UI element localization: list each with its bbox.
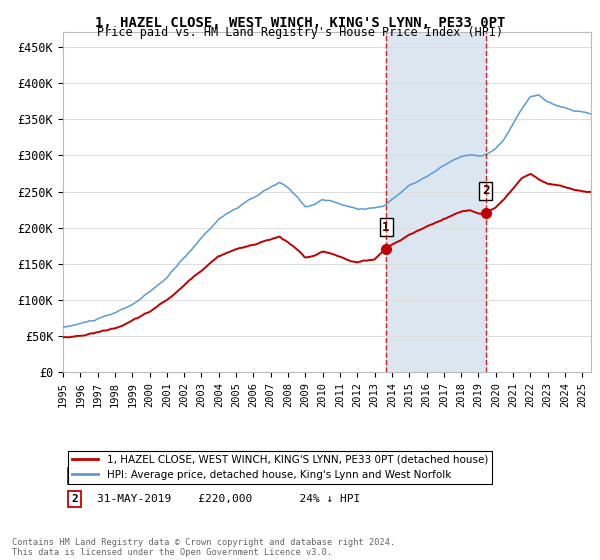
Text: 31-MAY-2019    £220,000       24% ↓ HPI: 31-MAY-2019 £220,000 24% ↓ HPI (97, 494, 361, 504)
Text: Contains HM Land Registry data © Crown copyright and database right 2024.
This d: Contains HM Land Registry data © Crown c… (12, 538, 395, 557)
Text: 1: 1 (71, 471, 78, 481)
Text: Price paid vs. HM Land Registry's House Price Index (HPI): Price paid vs. HM Land Registry's House … (97, 26, 503, 39)
Text: 30-AUG-2013    £170,000       19% ↓ HPI: 30-AUG-2013 £170,000 19% ↓ HPI (97, 471, 361, 481)
Text: 1, HAZEL CLOSE, WEST WINCH, KING'S LYNN, PE33 0PT: 1, HAZEL CLOSE, WEST WINCH, KING'S LYNN,… (95, 16, 505, 30)
Legend: 1, HAZEL CLOSE, WEST WINCH, KING'S LYNN, PE33 0PT (detached house), HPI: Average: 1, HAZEL CLOSE, WEST WINCH, KING'S LYNN,… (68, 451, 492, 484)
Text: 2: 2 (482, 184, 490, 197)
Text: 1: 1 (382, 221, 390, 234)
Text: 2: 2 (71, 494, 78, 504)
